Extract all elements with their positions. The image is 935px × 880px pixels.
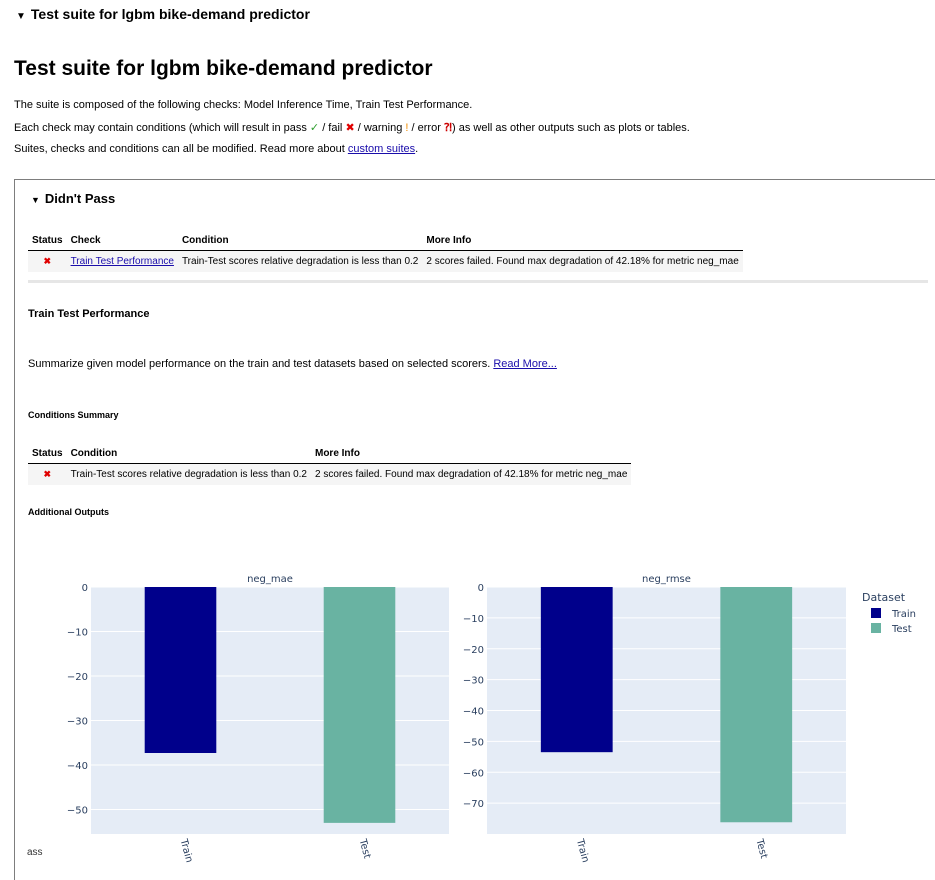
suite-summary-toggle[interactable]: ▼ Test suite for lgbm bike-demand predict… xyxy=(16,6,310,22)
y-tick-label: −40 xyxy=(463,707,484,718)
condition-cell: Train-Test scores relative degradation i… xyxy=(66,463,311,485)
more-info-cell: 2 scores failed. Found max degradation o… xyxy=(422,250,743,272)
column-header-status: Status xyxy=(28,444,67,464)
legend-swatch-train xyxy=(871,608,881,618)
column-header-condition: Condition xyxy=(66,444,311,464)
check-cell: Train Test Performance xyxy=(66,250,178,272)
line2-warning-text: / warning xyxy=(354,122,406,134)
y-tick-label: −50 xyxy=(67,806,88,817)
more-info-cell: 2 scores failed. Found max degradation o… xyxy=(310,463,632,485)
triangle-down-icon: ▼ xyxy=(16,11,26,22)
line2-prefix: Each check may contain conditions (which… xyxy=(14,122,310,134)
suite-summary-label: Test suite for lgbm bike-demand predicto… xyxy=(30,6,310,22)
error-icon: ⁈ xyxy=(443,122,452,134)
y-tick-label: −10 xyxy=(67,628,88,639)
didnt-pass-table: Status Check Condition More Info ✖ Train… xyxy=(28,231,743,272)
table-header-row: Status Condition More Info xyxy=(28,444,632,464)
fail-status-icon: ✖ xyxy=(28,463,67,485)
y-tick-label: −20 xyxy=(463,645,484,656)
bar-test xyxy=(720,587,793,823)
y-tick-label: 0 xyxy=(478,583,484,594)
column-header-more-info: More Info xyxy=(310,444,632,464)
subplot-title: neg_rmse xyxy=(642,574,691,585)
legend-item-test: Test xyxy=(891,624,912,635)
subplot-title: neg_mae xyxy=(247,574,293,585)
table-row: ✖ Train Test Performance Train-Test scor… xyxy=(28,250,743,272)
section-divider xyxy=(28,280,928,283)
y-tick-label: −20 xyxy=(67,672,88,683)
legend-title: Dataset xyxy=(862,591,906,604)
check-description: Summarize given model performance on the… xyxy=(28,358,557,370)
page-title: Test suite for lgbm bike-demand predicto… xyxy=(14,57,433,80)
line3-suffix: . xyxy=(415,143,419,155)
warning-icon: ! xyxy=(405,122,409,134)
fail-x-icon: ✖ xyxy=(345,122,355,134)
x-tick-label: Test xyxy=(753,837,769,860)
custom-suites-link[interactable]: custom suites xyxy=(347,143,416,155)
table-header-row: Status Check Condition More Info xyxy=(28,231,743,251)
additional-outputs-heading: Additional Outputs xyxy=(28,507,109,517)
y-tick-label: −30 xyxy=(67,717,88,728)
suite-description-line1: The suite is composed of the following c… xyxy=(14,99,473,111)
line2-error-text: / error xyxy=(408,122,444,134)
x-tick-label: Train xyxy=(574,837,591,864)
y-tick-label: −40 xyxy=(67,761,88,772)
train-test-performance-link[interactable]: Train Test Performance xyxy=(70,256,174,267)
legend-swatch-test xyxy=(871,623,881,633)
suite-description-line2: Each check may contain conditions (which… xyxy=(14,121,690,134)
y-tick-label: −60 xyxy=(463,768,484,779)
y-tick-label: −50 xyxy=(463,737,484,748)
column-header-more-info: More Info xyxy=(422,231,743,251)
column-header-status: Status xyxy=(28,231,67,251)
y-tick-label: −10 xyxy=(463,614,484,625)
legend-item-train: Train xyxy=(891,609,916,620)
check-title: Train Test Performance xyxy=(28,308,150,320)
x-tick-label: Test xyxy=(356,837,372,860)
conditions-summary-table: Status Condition More Info ✖ Train-Test … xyxy=(28,444,632,485)
pass-check-icon: ✓ xyxy=(309,122,320,134)
didnt-pass-toggle[interactable]: ▼ Didn't Pass xyxy=(31,191,115,206)
column-header-check: Check xyxy=(66,231,178,251)
conditions-summary-heading: Conditions Summary xyxy=(28,410,119,420)
bar-test xyxy=(323,587,396,823)
suite-description-line3: Suites, checks and conditions can all be… xyxy=(14,143,418,155)
y-tick-label: 0 xyxy=(82,583,88,594)
y-tick-label: −30 xyxy=(463,676,484,687)
truncated-text: ass xyxy=(27,847,43,858)
line2-fail-text: / fail xyxy=(319,122,346,134)
check-description-text: Summarize given model performance on the… xyxy=(28,358,491,370)
bar-train xyxy=(540,587,613,753)
read-more-link[interactable]: Read More... xyxy=(493,358,557,370)
line3-prefix: Suites, checks and conditions can all be… xyxy=(14,143,348,155)
bar-train xyxy=(144,587,217,754)
results-panel: ▼ Didn't Pass Status Check Condition More… xyxy=(14,179,935,880)
condition-cell: Train-Test scores relative degradation i… xyxy=(177,250,423,272)
didnt-pass-label: Didn't Pass xyxy=(44,191,116,206)
table-row: ✖ Train-Test scores relative degradation… xyxy=(28,463,632,485)
line2-suffix: ) as well as other outputs such as plots… xyxy=(451,122,690,134)
column-header-condition: Condition xyxy=(177,231,423,251)
triangle-down-icon: ▼ xyxy=(31,195,40,205)
y-tick-label: −70 xyxy=(463,799,484,810)
x-tick-label: Train xyxy=(177,837,194,864)
fail-status-icon: ✖ xyxy=(28,250,67,272)
